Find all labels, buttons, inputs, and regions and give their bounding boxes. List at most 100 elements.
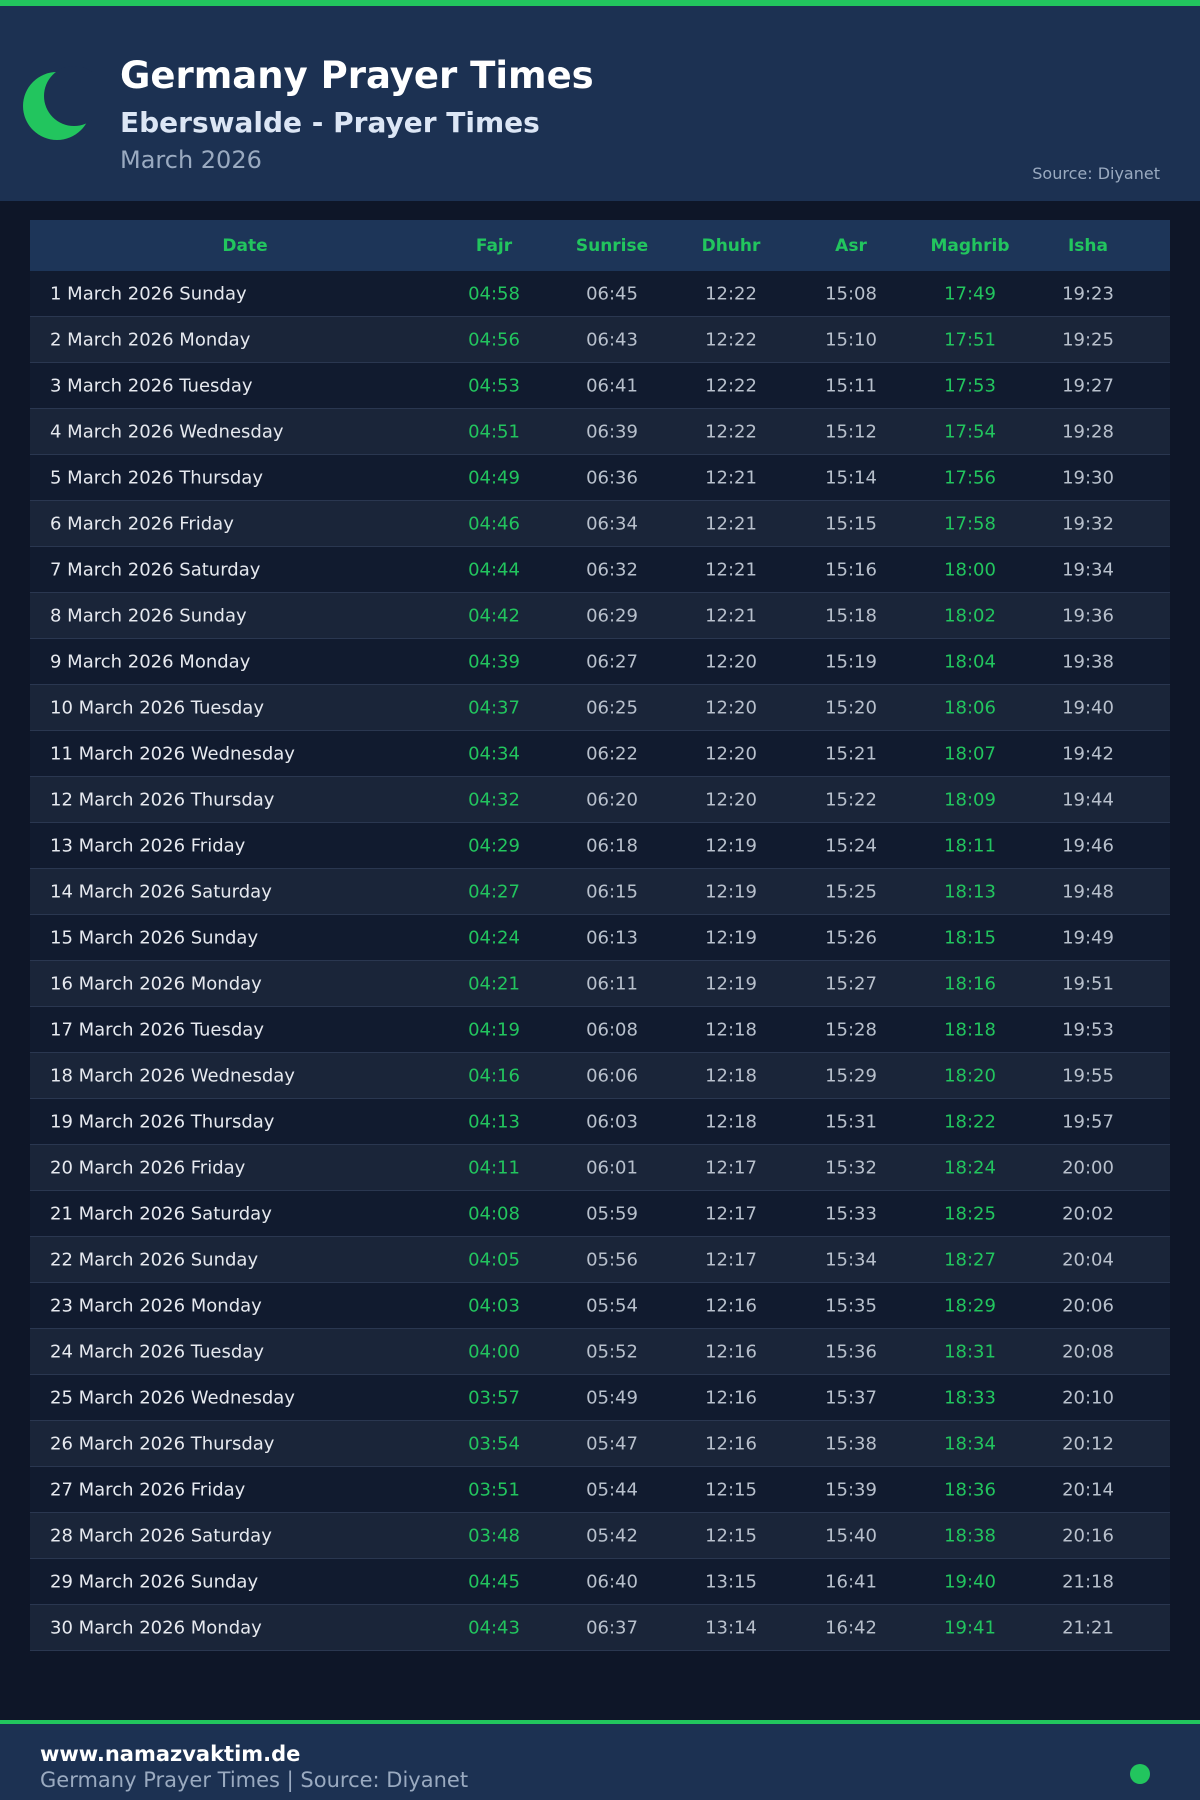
table-row: 24 March 2026 Tuesday 04:00 05:52 12:16 15:3…	[30, 1329, 1170, 1375]
cell: 06:06	[586, 1065, 638, 1086]
cell: 06:34	[586, 513, 638, 534]
cell: 14 March 2026 Saturday	[50, 881, 272, 902]
cell: 15:27	[825, 973, 877, 994]
cell: 6 March 2026 Friday	[50, 513, 234, 534]
cell: 04:49	[468, 467, 520, 488]
cell: 28 March 2026 Saturday	[50, 1525, 272, 1546]
cell: 06:27	[586, 651, 638, 672]
cell: 17:56	[944, 467, 996, 488]
cell: 04:08	[468, 1203, 520, 1224]
table-row: 12 March 2026 Thursday 04:32 06:20 12:20 15:…	[30, 777, 1170, 823]
cell: 13 March 2026 Friday	[50, 835, 246, 856]
cell: 12:18	[705, 1019, 757, 1040]
cell: 12:16	[705, 1295, 757, 1316]
cell: 15:20	[825, 697, 877, 718]
cell: 12:16	[705, 1341, 757, 1362]
cell: 06:43	[586, 329, 638, 350]
cell: 19:23	[1062, 283, 1114, 304]
table-row: 3 March 2026 Tuesday 04:53 06:41 12:22 15:11…	[30, 363, 1170, 409]
cell: 15:24	[825, 835, 877, 856]
table-row: 9 March 2026 Monday 04:39 06:27 12:20 15:19 1…	[30, 639, 1170, 685]
table-row: 21 March 2026 Saturday 04:08 05:59 12:17 15:…	[30, 1191, 1170, 1237]
table-row: 15 March 2026 Sunday 04:24 06:13 12:19 15:26…	[30, 915, 1170, 961]
cell: 06:25	[586, 697, 638, 718]
cell: 15:11	[825, 375, 877, 396]
cell: 15:22	[825, 789, 877, 810]
table-row: 4 March 2026 Wednesday 04:51 06:39 12:22 15:…	[30, 409, 1170, 455]
cell: 18:36	[944, 1479, 996, 1500]
cell: 18:34	[944, 1433, 996, 1454]
cell: 06:01	[586, 1157, 638, 1178]
cell: 04:29	[468, 835, 520, 856]
cell: 12:21	[705, 513, 757, 534]
cell: 04:45	[468, 1571, 520, 1592]
cell: 06:37	[586, 1617, 638, 1638]
cell: 12:18	[705, 1111, 757, 1132]
footer-text: Germany Prayer Times | Source: Diyanet	[40, 1768, 469, 1792]
status-dot	[1130, 1764, 1150, 1784]
cell: 15:26	[825, 927, 877, 948]
cell: 15:12	[825, 421, 877, 442]
cell: 19:55	[1062, 1065, 1114, 1086]
table-row: 22 March 2026 Sunday 04:05 05:56 12:17 15:34…	[30, 1237, 1170, 1283]
cell: 04:42	[468, 605, 520, 626]
cell: 04:19	[468, 1019, 520, 1040]
cell: 12 March 2026 Thursday	[50, 789, 275, 810]
cell: 05:49	[586, 1387, 638, 1408]
cell: 04:39	[468, 651, 520, 672]
cell: 12:22	[705, 421, 757, 442]
cell: 5 March 2026 Thursday	[50, 467, 263, 488]
cell: 17:49	[944, 283, 996, 304]
cell: 30 March 2026 Monday	[50, 1617, 262, 1638]
cell: 04:37	[468, 697, 520, 718]
cell: 12:20	[705, 697, 757, 718]
cell: 04:24	[468, 927, 520, 948]
table-row: 16 March 2026 Monday 04:21 06:11 12:19 15:27…	[30, 961, 1170, 1007]
cell: 18 March 2026 Wednesday	[50, 1065, 295, 1086]
cell: 25 March 2026 Wednesday	[50, 1387, 295, 1408]
cell: 05:47	[586, 1433, 638, 1454]
cell: 18:31	[944, 1341, 996, 1362]
table-row: 6 March 2026 Friday 04:46 06:34 12:21 15:15 1…	[30, 501, 1170, 547]
cell: 18:13	[944, 881, 996, 902]
column-header: Date	[222, 235, 268, 256]
column-header: Sunrise	[575, 235, 649, 256]
cell: 17:51	[944, 329, 996, 350]
cell: 15:35	[825, 1295, 877, 1316]
cell: 12:18	[705, 1065, 757, 1086]
table-row: 7 March 2026 Saturday 04:44 06:32 12:21 15:1…	[30, 547, 1170, 593]
cell: 18:06	[944, 697, 996, 718]
table-row: 23 March 2026 Monday 04:03 05:54 12:16 15:35…	[30, 1283, 1170, 1329]
cell: 18:04	[944, 651, 996, 672]
cell: 19:46	[1062, 835, 1114, 856]
cell: 3 March 2026 Tuesday	[50, 375, 253, 396]
cell: 17:58	[944, 513, 996, 534]
cell: 20 March 2026 Friday	[50, 1157, 246, 1178]
cell: 04:56	[468, 329, 520, 350]
cell: 12:19	[705, 881, 757, 902]
cell: 04:43	[468, 1617, 520, 1638]
cell: 20:08	[1062, 1341, 1114, 1362]
cell: 17:54	[944, 421, 996, 442]
cell: 15:19	[825, 651, 877, 672]
cell: 18:22	[944, 1111, 996, 1132]
cell: 18:38	[944, 1525, 996, 1546]
cell: 06:45	[586, 283, 638, 304]
cell: 06:15	[586, 881, 638, 902]
cell: 19:28	[1062, 421, 1114, 442]
table-row: 11 March 2026 Wednesday 04:34 06:22 12:20 15…	[30, 731, 1170, 777]
cell: 12:22	[705, 375, 757, 396]
cell: 03:51	[468, 1479, 520, 1500]
cell: 16:42	[825, 1617, 877, 1638]
cell: 05:56	[586, 1249, 638, 1270]
cell: 4 March 2026 Wednesday	[50, 421, 284, 442]
cell: 12:20	[705, 743, 757, 764]
cell: 18:11	[944, 835, 996, 856]
cell: 18:29	[944, 1295, 996, 1316]
cell: 18:25	[944, 1203, 996, 1224]
cell: 8 March 2026 Sunday	[50, 605, 247, 626]
cell: 04:05	[468, 1249, 520, 1270]
cell: 20:00	[1062, 1157, 1114, 1178]
cell: 12:21	[705, 467, 757, 488]
